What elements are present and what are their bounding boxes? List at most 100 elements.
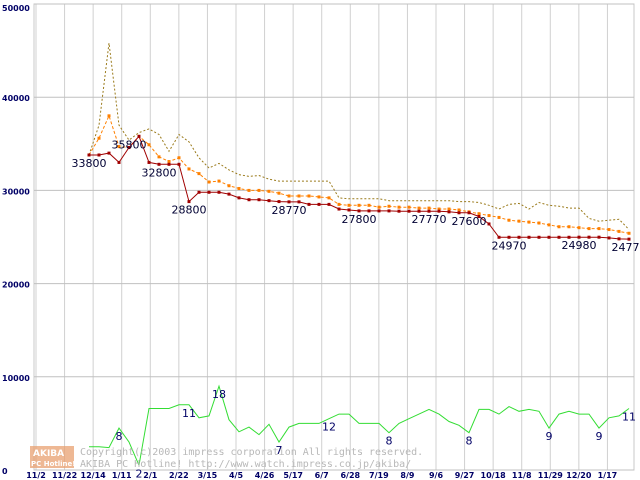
data-point-avg: [627, 231, 631, 235]
y-tick-label: 0: [2, 467, 8, 476]
data-point-min: [577, 235, 581, 239]
data-point-min: [327, 202, 331, 206]
y-tick-label: 20000: [2, 281, 30, 290]
shop-count-data-label: 9: [596, 430, 603, 443]
data-point-min: [377, 209, 381, 213]
data-point-min: [507, 235, 511, 239]
shop-count-data-label: 8: [116, 430, 123, 443]
data-point-min: [107, 151, 111, 155]
data-point-avg: [587, 227, 591, 231]
data-point-avg: [177, 156, 181, 160]
copyright-url-line: AKIBA PC Hotline! http://www.watch.impre…: [80, 459, 411, 470]
data-point-avg: [207, 180, 211, 184]
y-tick-label: 50000: [2, 4, 30, 13]
x-tick-label: 3/15: [198, 471, 218, 480]
data-point-avg: [157, 155, 161, 159]
data-point-min: [297, 200, 301, 204]
data-point-min: [217, 190, 221, 194]
x-tick-label: 9/27: [455, 471, 475, 480]
y-tick-label: 30000: [2, 187, 30, 196]
x-tick-label: 2/22: [169, 471, 189, 480]
data-point-min: [187, 200, 191, 204]
data-point-avg: [107, 114, 111, 118]
price-data-label: 35800: [112, 138, 147, 151]
data-point-avg: [577, 226, 581, 230]
data-point-avg: [377, 205, 381, 209]
data-point-min: [317, 202, 321, 206]
data-point-min: [237, 196, 241, 200]
shop-count-data-label: 12: [322, 421, 336, 434]
data-point-avg: [517, 219, 521, 223]
data-point-min: [207, 190, 211, 194]
price-data-label: 33800: [72, 157, 107, 170]
data-point-avg: [287, 194, 291, 198]
data-point-avg: [547, 223, 551, 227]
data-point-avg: [567, 225, 571, 229]
data-point-min: [487, 222, 491, 226]
y-tick-label: 40000: [2, 94, 30, 103]
data-point-avg: [597, 227, 601, 231]
shop-count-data-label: 11: [182, 407, 196, 420]
x-tick-label: 9/6: [429, 471, 443, 480]
data-point-avg: [277, 191, 281, 195]
price-data-label: 24970: [492, 239, 527, 252]
data-point-min: [167, 162, 171, 166]
data-point-avg: [167, 160, 171, 164]
price-data-label: 24980: [562, 239, 597, 252]
shop-count-data-label: 11: [622, 410, 636, 423]
akiba-logo: [30, 446, 74, 468]
data-point-min: [427, 209, 431, 213]
shop-count-data-label: 2: [136, 467, 143, 480]
data-point-avg: [507, 218, 511, 222]
data-point-min: [447, 210, 451, 214]
chart-series: [87, 43, 631, 468]
price-data-label: 28770: [272, 204, 307, 217]
data-point-avg: [437, 207, 441, 211]
data-point-avg: [397, 205, 401, 209]
data-point-min: [407, 209, 411, 213]
data-point-avg: [147, 143, 151, 147]
data-point-min: [597, 235, 601, 239]
series-line-shops: [89, 384, 630, 468]
data-point-min: [367, 209, 371, 213]
y-tick-label: 10000: [2, 374, 30, 383]
x-tick-label: 4/5: [229, 471, 243, 480]
data-point-avg: [347, 203, 351, 207]
data-point-avg: [537, 221, 541, 225]
data-point-min: [557, 235, 561, 239]
data-point-avg: [417, 206, 421, 210]
x-tick-label: 11/2: [26, 471, 46, 480]
data-point-avg: [327, 196, 331, 200]
shop-count-data-label: 8: [386, 435, 393, 448]
data-point-avg: [117, 145, 121, 149]
data-point-avg: [447, 207, 451, 211]
x-tick-label: 7/19: [369, 471, 389, 480]
x-tick-label: 11/22: [52, 471, 77, 480]
shop-count-data-label: 8: [466, 435, 473, 448]
price-data-label: 27600: [452, 215, 487, 228]
series-line-max: [88, 43, 630, 230]
data-point-min: [147, 160, 151, 164]
data-point-min: [87, 153, 91, 157]
data-point-avg: [387, 204, 391, 208]
x-tick-label: 11/29: [538, 471, 564, 480]
data-point-min: [197, 190, 201, 194]
data-point-min: [357, 209, 361, 213]
copyright-watermark: AKIBA PC Hotline! Copyright(c)2003 impre…: [30, 446, 423, 470]
data-point-avg: [187, 167, 191, 171]
data-point-avg: [607, 228, 611, 232]
data-point-min: [607, 236, 611, 240]
data-point-avg: [457, 208, 461, 212]
x-tick-label: 2/1: [143, 471, 157, 480]
data-point-min: [347, 208, 351, 212]
data-point-min: [397, 209, 401, 213]
data-point-avg: [237, 187, 241, 191]
data-point-min: [517, 235, 521, 239]
data-point-min: [127, 146, 131, 150]
data-point-avg: [617, 229, 621, 233]
shop-count-data-label: 18: [212, 388, 226, 401]
x-tick-label: 1/11: [112, 471, 132, 480]
data-point-min: [307, 202, 311, 206]
data-point-min: [537, 235, 541, 239]
x-tick-label: 12/14: [81, 471, 107, 480]
